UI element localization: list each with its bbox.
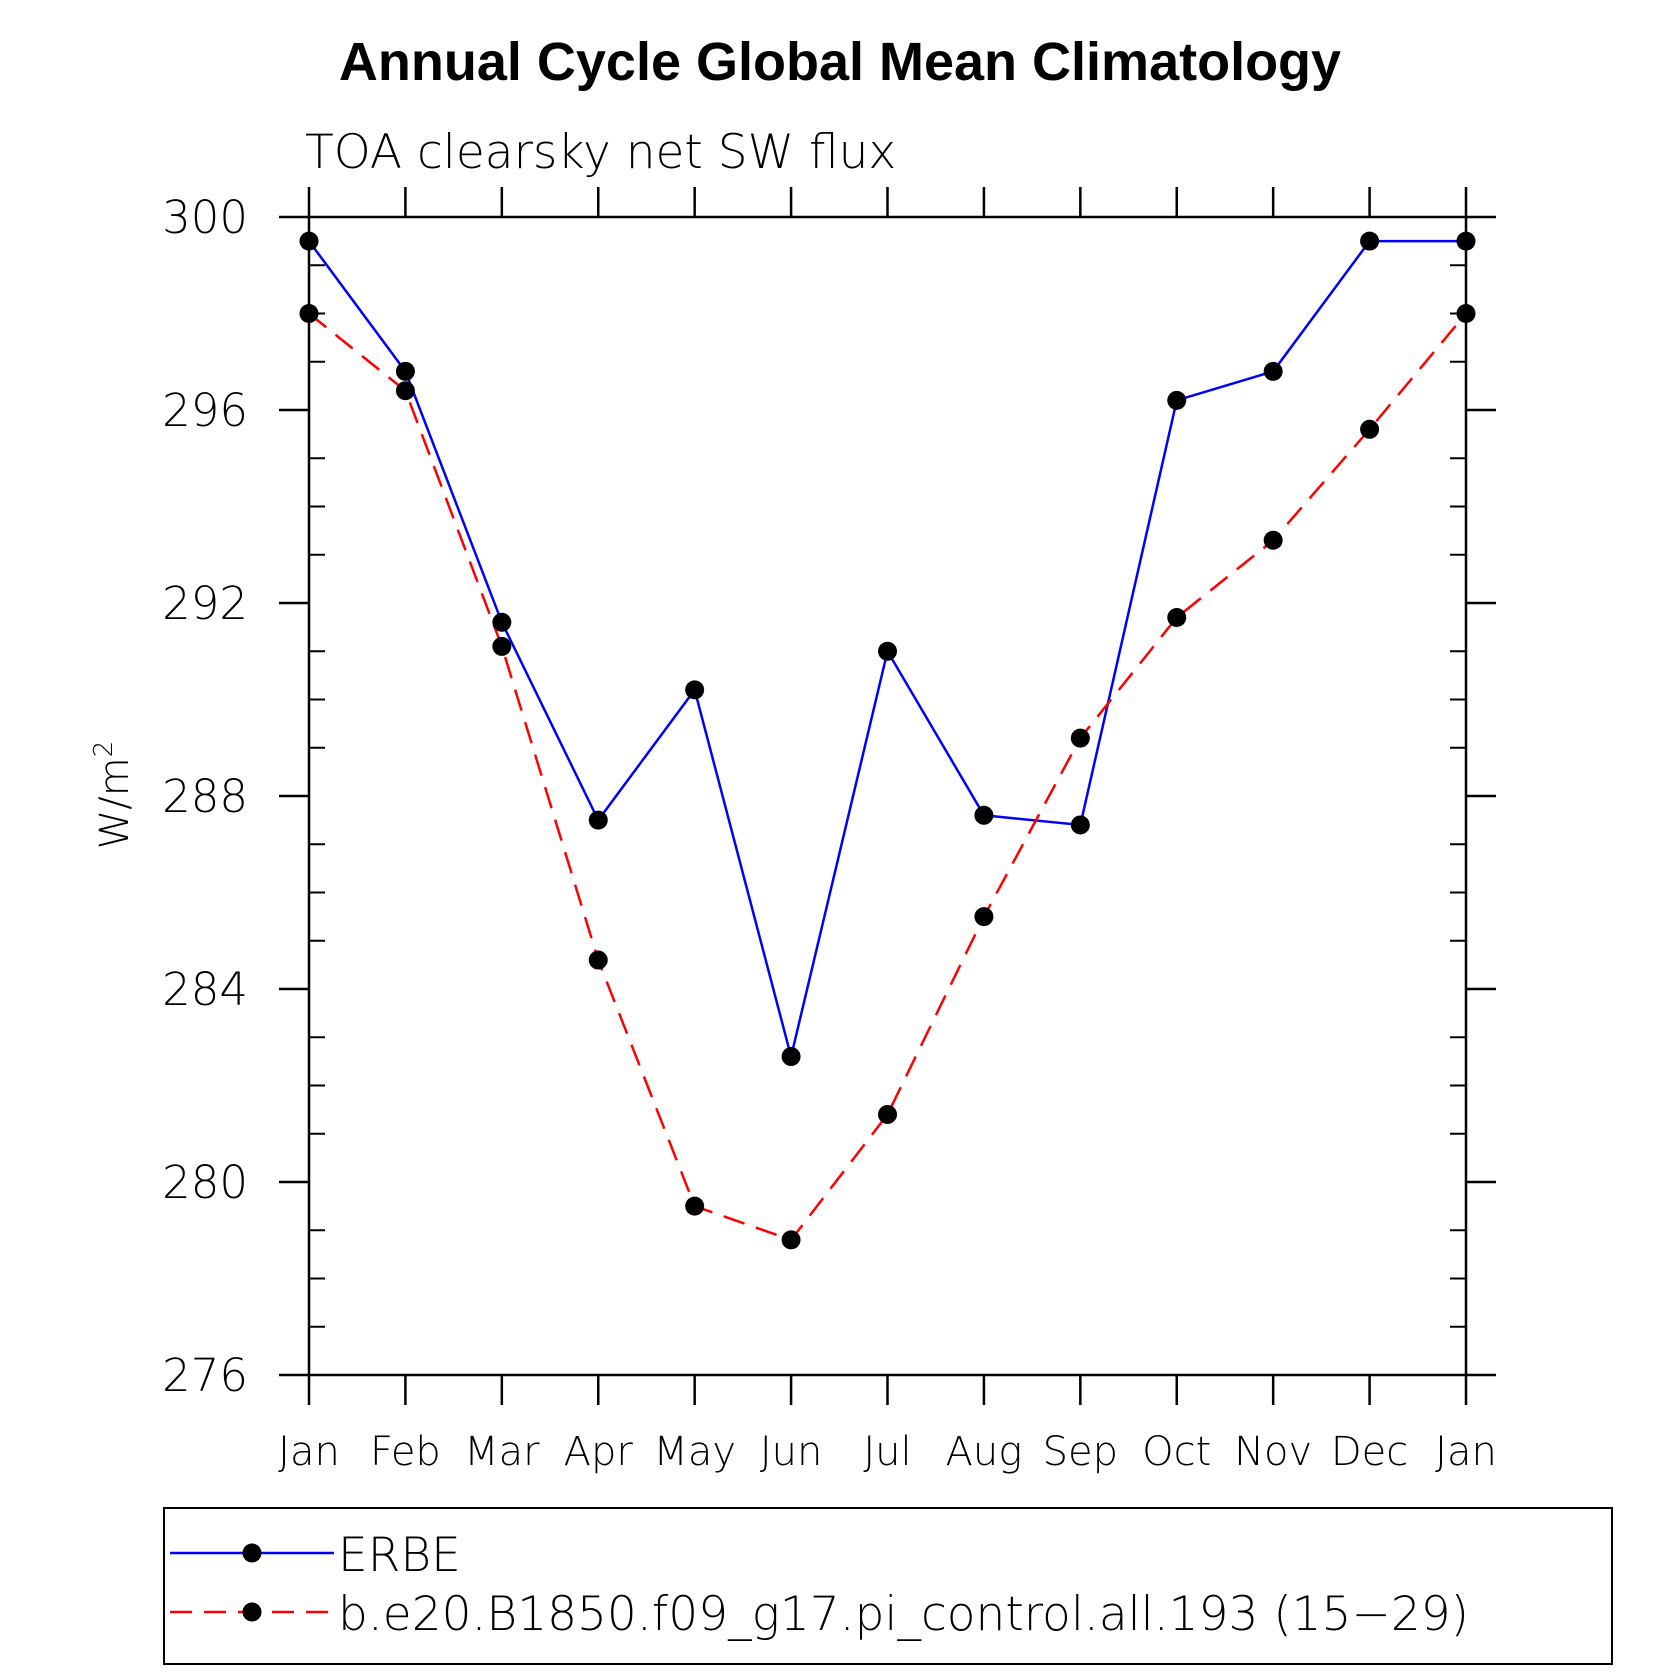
legend-label-model: b.e20.B1850.f09_g17.pi_control.all.193 (…: [338, 1587, 1469, 1642]
axis-ticks: [279, 187, 1496, 1405]
y-tick-label: 300: [162, 191, 248, 244]
data-point-model: [1263, 530, 1283, 550]
x-tick-label: Mar: [464, 1429, 540, 1475]
data-point-erbe: [685, 680, 705, 700]
y-tick-label: 280: [162, 1156, 248, 1209]
data-point-erbe: [974, 805, 994, 825]
x-tick-label: Apr: [564, 1429, 634, 1475]
y-tick-labels: 276 280 284 288 292 296 300: [162, 191, 248, 1402]
x-tick-label: Sep: [1043, 1429, 1118, 1475]
legend-marker-model: [242, 1602, 262, 1622]
y-tick-label: 292: [162, 577, 248, 630]
legend-box: [163, 1507, 1613, 1665]
x-tick-label: Feb: [370, 1429, 441, 1475]
svg-text:W/m2: W/m2: [89, 741, 138, 850]
x-tick-label: Oct: [1142, 1429, 1211, 1475]
x-tick-label: Jan: [278, 1429, 340, 1475]
data-point-erbe: [1360, 231, 1380, 251]
data-point-model: [781, 1230, 801, 1250]
chart-subtitle: TOA clearsky net SW flux: [305, 125, 896, 180]
data-point-erbe: [492, 612, 512, 632]
data-point-model: [974, 907, 994, 927]
data-point-erbe: [395, 361, 415, 381]
data-point-erbe: [588, 810, 608, 830]
data-point-model: [588, 950, 608, 970]
data-point-model: [1070, 728, 1090, 748]
x-tick-label: Jun: [760, 1429, 823, 1475]
y-tick-label: 284: [162, 963, 248, 1016]
data-point-erbe: [1167, 390, 1187, 410]
x-tick-label: Aug: [946, 1429, 1023, 1475]
data-point-model: [878, 1104, 897, 1124]
y-tick-label: 288: [162, 770, 248, 823]
data-point-model: [492, 636, 512, 656]
y-tick-label: 276: [162, 1349, 248, 1402]
legend: ERBEb.e20.B1850.f09_g17.pi_control.all.1…: [163, 1507, 1613, 1665]
y-axis-label-base: W/m: [92, 757, 138, 849]
data-point-erbe: [878, 641, 897, 661]
x-tick-label: Nov: [1234, 1429, 1312, 1475]
x-tick-label: Jul: [863, 1429, 911, 1475]
y-axis-label: W/m2: [89, 741, 138, 850]
x-tick-labels: Jan Feb Mar Apr May Jun Jul Aug Sep Oct Nov Dec Jan: [278, 1429, 1497, 1475]
data-point-model: [685, 1196, 705, 1216]
x-tick-label: May: [653, 1429, 736, 1475]
plot-area-frame: [307, 215, 1468, 1377]
data-point-model: [1167, 607, 1187, 627]
legend-marker-erbe: [242, 1543, 262, 1563]
legend-label-erbe: ERBE: [338, 1528, 461, 1583]
data-point-erbe: [1263, 361, 1283, 381]
series-lines: [307, 239, 1467, 1242]
x-tick-label: Jan: [1435, 1429, 1497, 1475]
x-tick-label: Dec: [1331, 1429, 1408, 1475]
chart-title: Annual Cycle Global Mean Climatology: [339, 32, 1341, 92]
y-tick-label: 296: [162, 384, 248, 437]
data-point-erbe: [1070, 815, 1090, 835]
y-axis-label-superscript: 2: [89, 741, 119, 758]
series-line-model: [308, 312, 1467, 1242]
data-point-model: [395, 381, 415, 401]
data-point-model: [1360, 419, 1380, 439]
series-markers: [299, 231, 1476, 1250]
data-point-erbe: [781, 1047, 801, 1067]
